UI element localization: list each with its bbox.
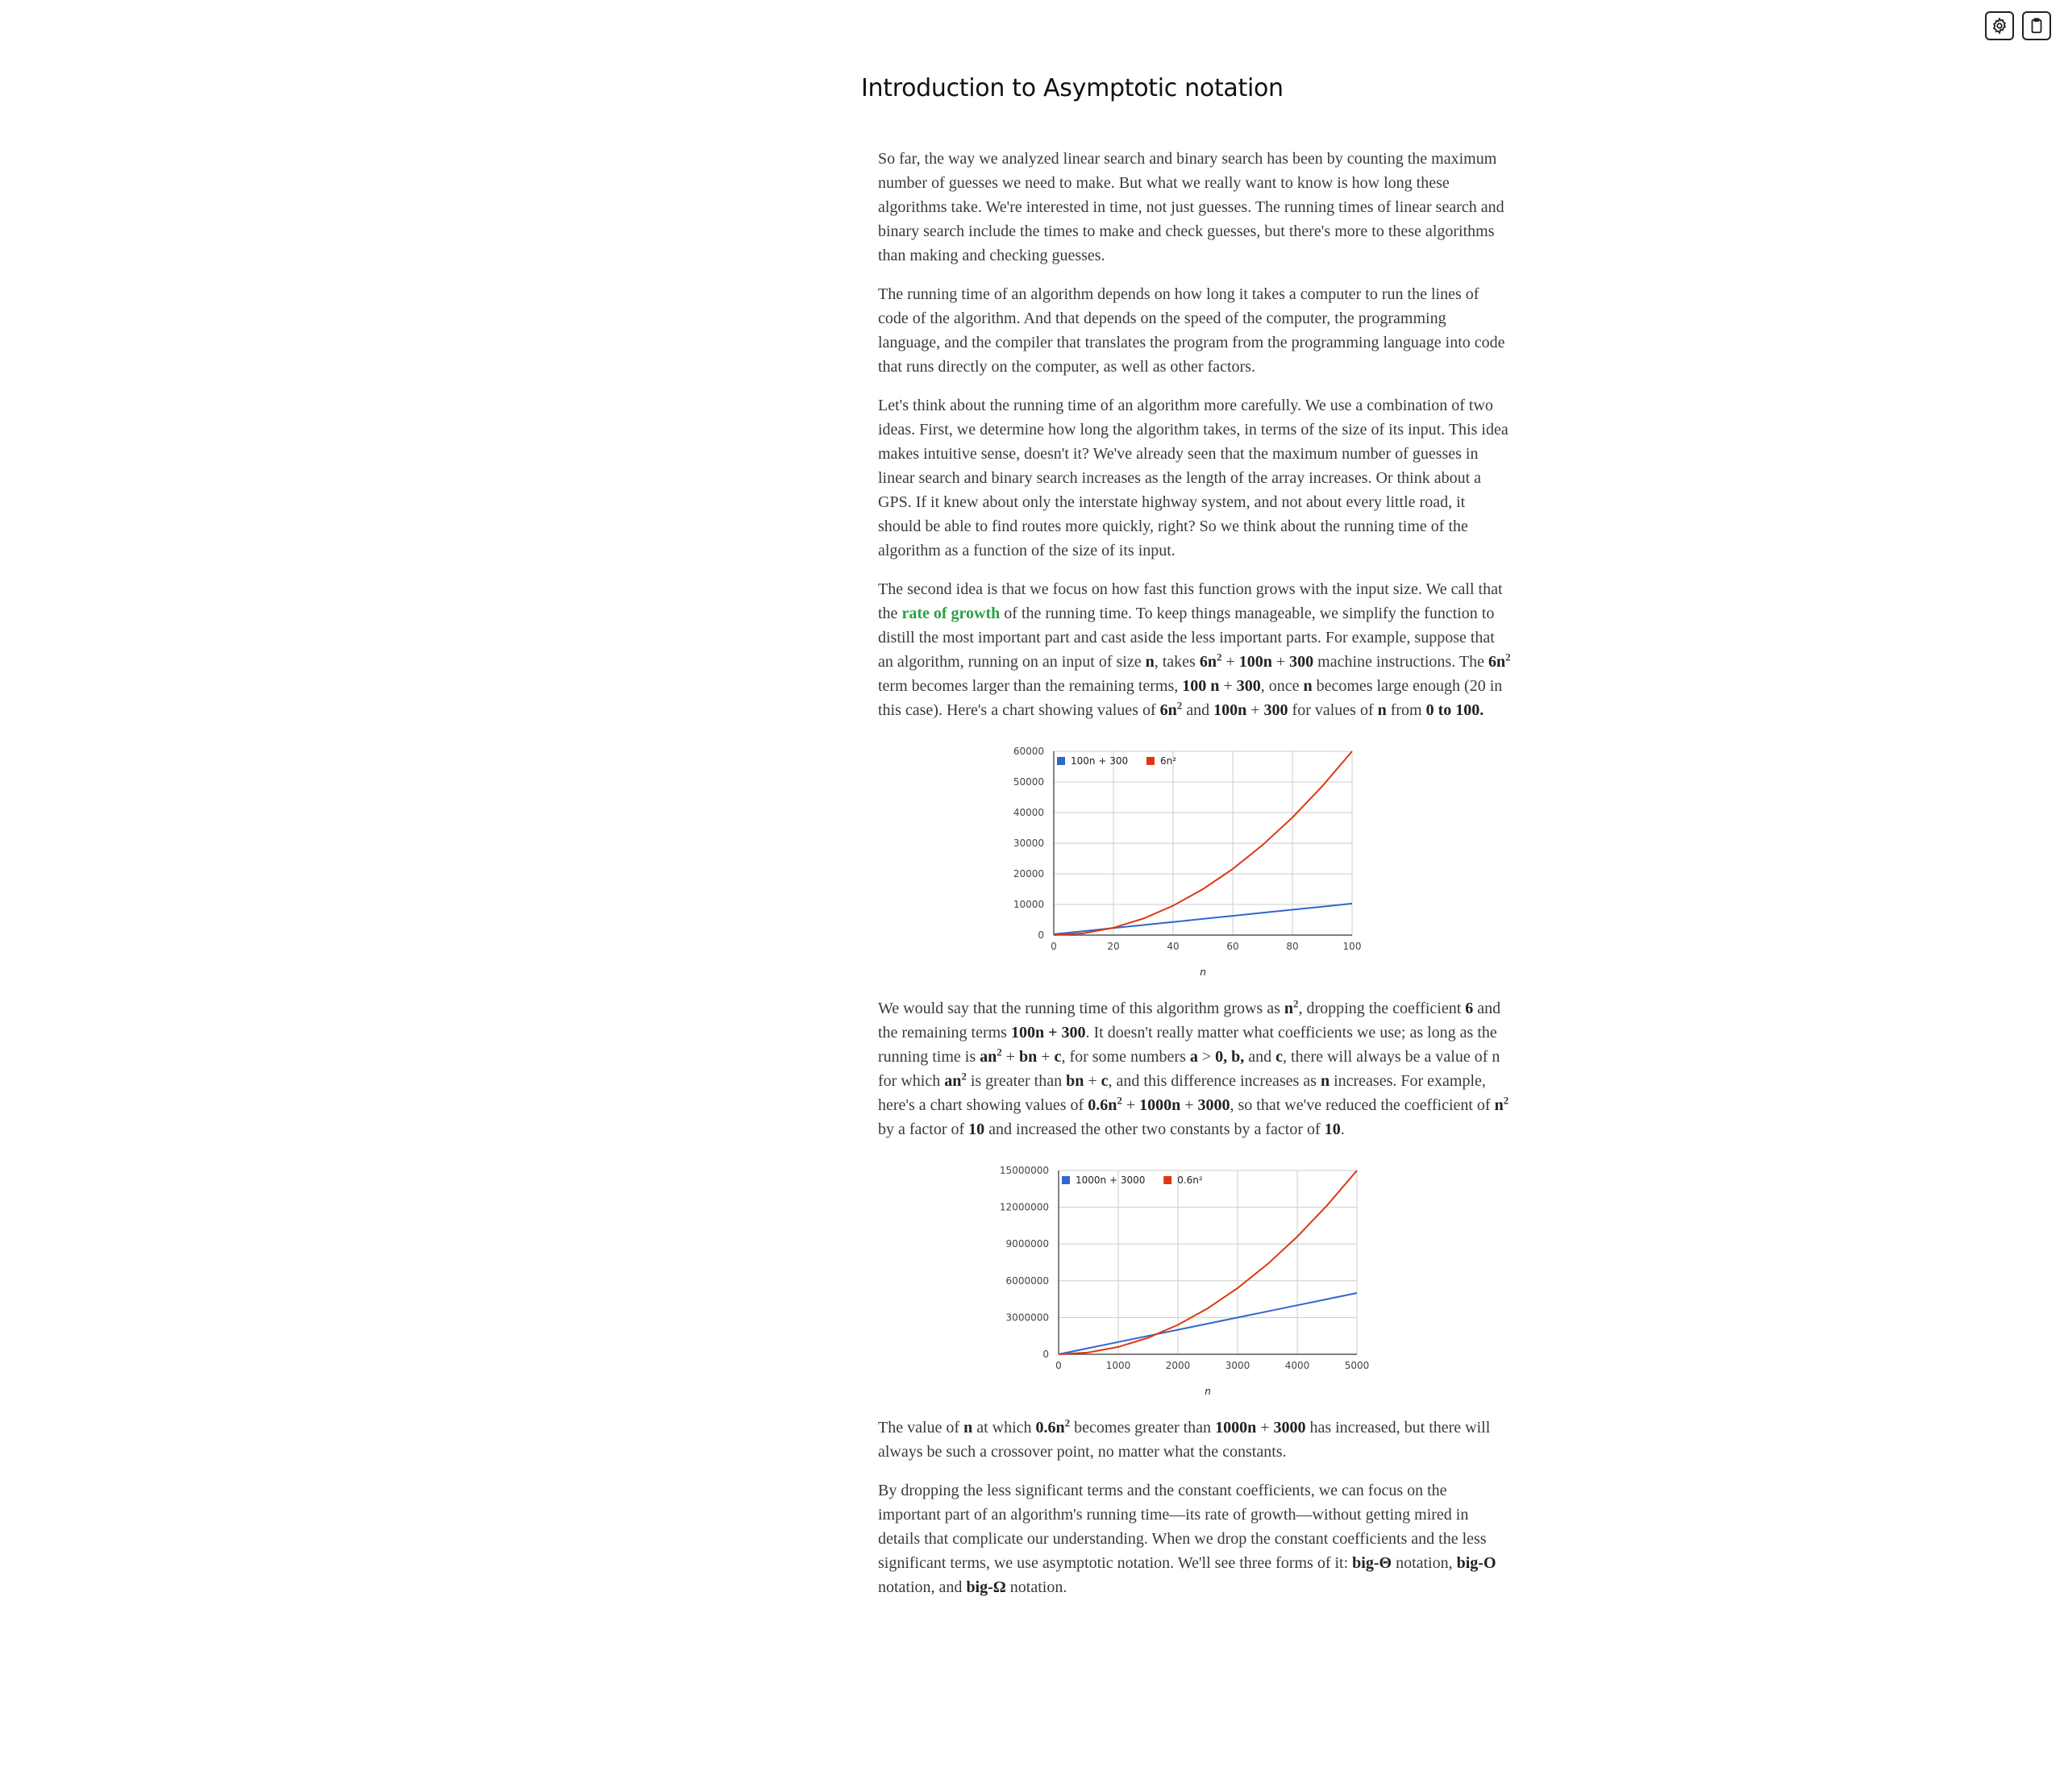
paragraph-rate-of-growth: The second idea is that we focus on how … [878,580,1511,719]
x-tick-label: 4000 [1285,1360,1310,1371]
y-tick-label: 50000 [1013,776,1044,788]
series-line [1053,750,1353,936]
chart-svg: 0 20 40 60 80 100 0 10000 20000 30000 40000 50000 60… [1013,746,1362,978]
y-tick-label: 40000 [1013,807,1044,818]
y-tick-label: 9000000 [1006,1238,1049,1249]
y-tick-label: 20000 [1013,868,1044,879]
paragraph-running-time: The running time of an algorithm depends… [878,285,1505,376]
series-line [1053,902,1353,935]
gear-icon [1992,17,2007,35]
legend-label: 0.6n² [1177,1175,1203,1186]
rate-of-growth-link[interactable]: rate of growth [901,605,1001,622]
legend-label: 6n² [1160,755,1176,767]
x-tick-label: 3000 [1226,1360,1250,1371]
legend-swatch [1062,1176,1070,1184]
legend-swatch [1146,757,1155,765]
paragraph-coefficients: We would say that the running time of th… [878,997,1509,1138]
y-tick-label: 60000 [1013,746,1044,757]
paragraph-two-ideas: Let's think about the running time of an… [878,397,1508,559]
series-line [1058,1292,1358,1355]
x-tick-label: 5000 [1345,1360,1370,1371]
y-tick-label: 0 [1038,929,1044,941]
legend-label: 1000n + 3000 [1076,1175,1145,1186]
x-axis-title: n [1205,1386,1211,1397]
x-tick-label: 0 [1051,941,1057,952]
paragraph-asymptotic: By dropping the less significant terms a… [878,1482,1496,1596]
chart-svg: 0 1000 2000 3000 4000 5000 0 3000000 6000000 9000… [1000,1165,1370,1397]
page-title: Introduction to Asymptotic notation [861,74,1284,102]
toolbar [1985,11,2051,40]
x-tick-label: 60 [1226,941,1238,952]
y-tick-label: 3000000 [1006,1312,1049,1323]
y-tick-label: 10000 [1013,899,1044,910]
x-tick-label: 40 [1167,941,1179,952]
clipboard-button[interactable] [2022,11,2051,40]
chart-6n2-vs-100n: 0 20 40 60 80 100 0 10000 20000 30000 40000 50000 60… [878,737,1512,979]
x-tick-label: 100 [1343,941,1362,952]
x-tick-label: 20 [1107,941,1119,952]
chart-0.6n2-vs-1000n: 0 1000 2000 3000 4000 5000 0 3000000 6000000 9000… [878,1156,1512,1398]
paragraph-crossover: The value of n at which 0.6n2 becomes gr… [878,1416,1491,1461]
y-tick-label: 12000000 [1000,1202,1049,1213]
x-axis-title: n [1200,967,1206,978]
settings-button[interactable] [1985,11,2014,40]
y-tick-label: 15000000 [1000,1165,1049,1176]
clipboard-icon [2031,18,2042,34]
paragraph-intro: So far, the way we analyzed linear searc… [878,150,1504,264]
legend-label: 100n + 300 [1071,755,1128,767]
y-tick-label: 30000 [1013,838,1044,849]
legend-swatch [1057,757,1065,765]
y-tick-label: 6000000 [1006,1275,1049,1287]
x-tick-label: 80 [1286,941,1298,952]
legend-swatch [1163,1176,1172,1184]
x-tick-label: 2000 [1166,1360,1191,1371]
x-tick-label: 0 [1055,1360,1062,1371]
x-tick-label: 1000 [1106,1360,1131,1371]
y-tick-label: 0 [1042,1349,1049,1360]
series-line [1058,1170,1358,1355]
article-body: So far, the way we analyzed linear searc… [878,147,1512,1614]
